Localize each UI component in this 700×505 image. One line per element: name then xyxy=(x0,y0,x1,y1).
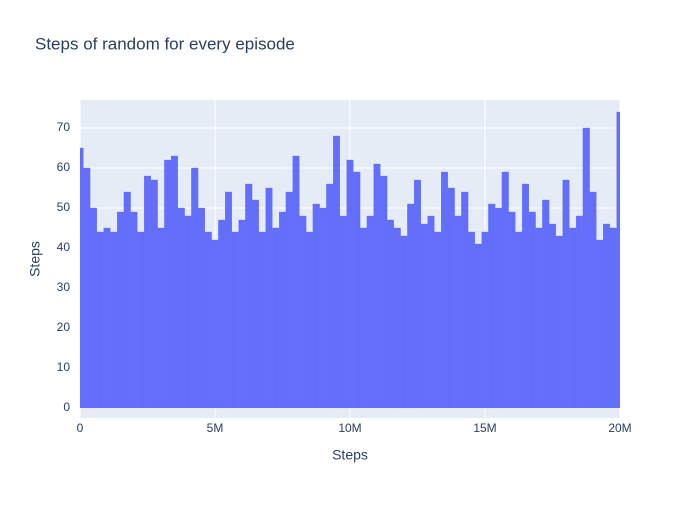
bar xyxy=(96,231,104,409)
bar xyxy=(434,231,442,409)
bar xyxy=(231,231,239,409)
y-tick-label: 70 xyxy=(57,120,71,134)
x-tick-label: 15M xyxy=(473,421,496,435)
bar xyxy=(373,163,381,409)
bar xyxy=(447,187,455,409)
bar xyxy=(495,207,502,409)
bar xyxy=(245,183,253,409)
bar xyxy=(238,219,246,409)
bar xyxy=(535,227,543,409)
bar xyxy=(90,207,97,409)
y-tick-label: 20 xyxy=(57,320,71,334)
bar xyxy=(501,171,509,409)
bar xyxy=(117,211,124,409)
bar xyxy=(481,231,489,409)
bar xyxy=(576,215,583,409)
bar xyxy=(474,243,482,409)
bar xyxy=(137,231,145,409)
x-tick-label: 0 xyxy=(77,421,84,435)
bar xyxy=(279,211,286,409)
bar xyxy=(346,159,354,409)
bar xyxy=(508,211,516,409)
bar xyxy=(596,239,604,409)
bar xyxy=(387,219,394,409)
bar xyxy=(427,215,435,409)
bars xyxy=(80,111,620,409)
bar xyxy=(420,223,428,409)
bar xyxy=(157,227,165,409)
bar xyxy=(265,187,273,409)
bar xyxy=(569,227,577,409)
bar xyxy=(468,231,475,409)
y-axis-title: Steps xyxy=(27,241,43,277)
y-tick-label: 30 xyxy=(57,280,71,294)
bar xyxy=(211,239,219,409)
bar xyxy=(177,207,185,409)
chart-title: Steps of random for every episode xyxy=(35,34,295,53)
bar xyxy=(461,191,469,409)
y-tick-label: 50 xyxy=(57,200,71,214)
bar xyxy=(522,183,529,409)
bar xyxy=(272,227,280,409)
bar xyxy=(380,175,388,409)
bar xyxy=(103,227,111,409)
bar xyxy=(360,227,367,409)
bar xyxy=(353,171,361,409)
bar xyxy=(326,183,334,409)
bar xyxy=(528,211,536,409)
bar xyxy=(184,215,192,409)
bar xyxy=(555,235,563,409)
bar xyxy=(616,111,620,409)
bar xyxy=(218,219,226,409)
bar xyxy=(609,227,617,409)
bar xyxy=(191,167,199,409)
bar xyxy=(258,231,266,409)
bar xyxy=(285,191,293,409)
bar xyxy=(407,203,415,409)
y-tick-label: 40 xyxy=(57,240,71,254)
x-tick-label: 20M xyxy=(608,421,631,435)
bar xyxy=(292,155,300,409)
bar xyxy=(562,179,570,409)
bar xyxy=(225,191,232,409)
bar xyxy=(150,179,158,409)
bar xyxy=(83,167,91,409)
bar xyxy=(299,215,307,409)
bar xyxy=(80,147,84,409)
bar xyxy=(542,199,550,409)
y-tick-label: 0 xyxy=(63,400,70,414)
bar xyxy=(515,231,523,409)
bar xyxy=(171,155,178,409)
bar xyxy=(414,179,421,409)
bar xyxy=(123,191,131,409)
bar xyxy=(144,175,151,409)
bar xyxy=(400,235,408,409)
x-tick-label: 5M xyxy=(207,421,224,435)
bar xyxy=(319,207,327,409)
bar xyxy=(582,127,590,409)
bar xyxy=(488,203,496,409)
bar xyxy=(130,211,138,409)
bar xyxy=(366,215,374,409)
bar xyxy=(333,135,340,409)
bar xyxy=(549,223,556,409)
x-tick-label: 10M xyxy=(338,421,361,435)
bar xyxy=(441,171,448,409)
bar xyxy=(204,231,212,409)
bar xyxy=(312,203,320,409)
bar xyxy=(393,227,401,409)
x-axis-title: Steps xyxy=(332,447,368,463)
bar xyxy=(339,215,347,409)
y-tick-label: 60 xyxy=(57,160,71,174)
bar xyxy=(110,231,118,409)
bar xyxy=(164,159,172,409)
bar xyxy=(252,199,259,409)
bar xyxy=(198,207,205,409)
bar xyxy=(589,191,597,409)
bar xyxy=(306,231,313,409)
y-tick-label: 10 xyxy=(57,360,71,374)
bar xyxy=(603,223,610,409)
bar xyxy=(454,215,462,409)
